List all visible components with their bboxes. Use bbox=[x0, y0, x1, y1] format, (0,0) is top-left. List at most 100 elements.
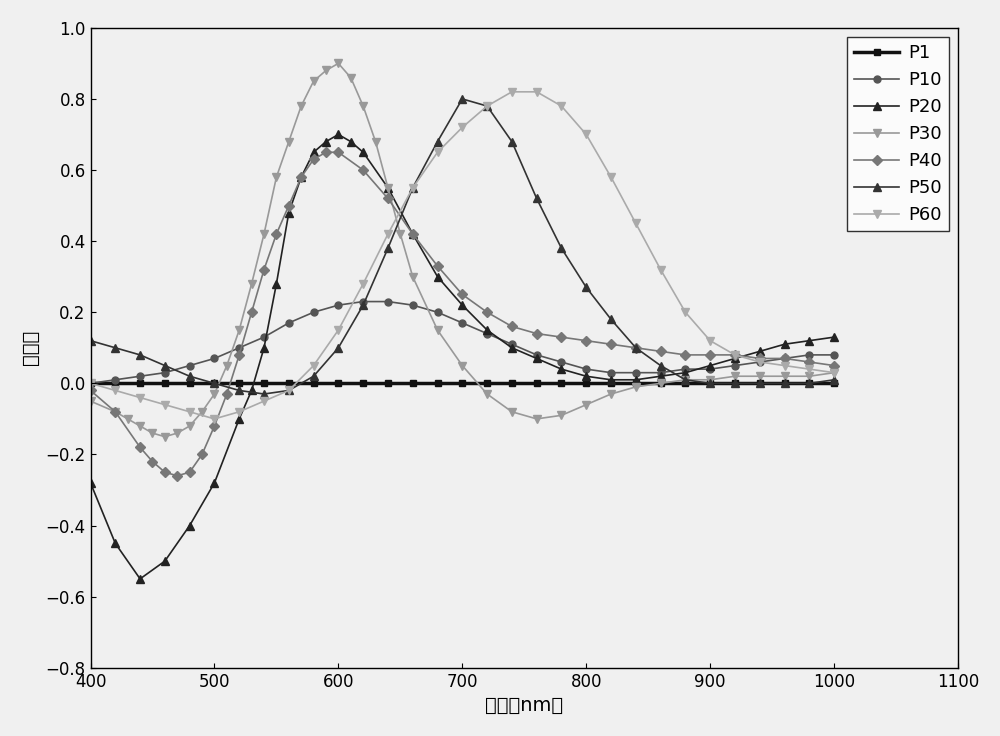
P1 bbox=[407, 379, 419, 388]
P40 bbox=[679, 350, 691, 359]
P10 bbox=[357, 297, 369, 306]
P20 bbox=[233, 414, 245, 423]
P30 bbox=[555, 411, 567, 420]
Legend: P1, P10, P20, P30, P40, P50, P60: P1, P10, P20, P30, P40, P50, P60 bbox=[847, 37, 949, 232]
P10 bbox=[85, 379, 97, 388]
P50 bbox=[506, 137, 518, 146]
Line: P50: P50 bbox=[86, 95, 838, 398]
Line: P60: P60 bbox=[86, 88, 838, 423]
P20 bbox=[382, 183, 394, 192]
P10 bbox=[655, 368, 667, 377]
P20 bbox=[332, 130, 344, 139]
P40 bbox=[233, 350, 245, 359]
P60 bbox=[184, 407, 196, 416]
P10 bbox=[803, 350, 815, 359]
P40 bbox=[134, 443, 146, 452]
P20 bbox=[345, 137, 357, 146]
P10 bbox=[382, 297, 394, 306]
P10 bbox=[407, 301, 419, 310]
Y-axis label: 偏振度: 偏振度 bbox=[21, 330, 40, 365]
P50 bbox=[729, 379, 741, 388]
P30 bbox=[382, 183, 394, 192]
P20 bbox=[803, 336, 815, 345]
P40 bbox=[295, 173, 307, 182]
P60 bbox=[233, 407, 245, 416]
P40 bbox=[196, 450, 208, 459]
P20 bbox=[555, 365, 567, 374]
P50 bbox=[655, 361, 667, 370]
P1 bbox=[481, 379, 493, 388]
P40 bbox=[382, 194, 394, 203]
P1 bbox=[85, 379, 97, 388]
P10 bbox=[208, 354, 220, 363]
P1 bbox=[506, 379, 518, 388]
P10 bbox=[729, 361, 741, 370]
P30 bbox=[122, 414, 134, 423]
P20 bbox=[258, 344, 270, 353]
P60 bbox=[679, 308, 691, 316]
P10 bbox=[159, 368, 171, 377]
P30 bbox=[283, 137, 295, 146]
P60 bbox=[580, 130, 592, 139]
P30 bbox=[679, 375, 691, 384]
P50 bbox=[258, 389, 270, 398]
P50 bbox=[308, 372, 320, 381]
P50 bbox=[704, 379, 716, 388]
P50 bbox=[109, 344, 121, 353]
P50 bbox=[531, 194, 543, 203]
P30 bbox=[258, 230, 270, 238]
P20 bbox=[308, 148, 320, 157]
P40 bbox=[729, 350, 741, 359]
P60 bbox=[208, 414, 220, 423]
P40 bbox=[432, 261, 444, 270]
P10 bbox=[332, 301, 344, 310]
P1 bbox=[555, 379, 567, 388]
P30 bbox=[246, 280, 258, 289]
P60 bbox=[308, 361, 320, 370]
P30 bbox=[295, 102, 307, 110]
P40 bbox=[580, 336, 592, 345]
P1 bbox=[432, 379, 444, 388]
P30 bbox=[729, 372, 741, 381]
P60 bbox=[506, 88, 518, 96]
P50 bbox=[803, 379, 815, 388]
P1 bbox=[357, 379, 369, 388]
P1 bbox=[704, 379, 716, 388]
P30 bbox=[332, 59, 344, 68]
P40 bbox=[555, 333, 567, 342]
P10 bbox=[308, 308, 320, 316]
P60 bbox=[803, 365, 815, 374]
P30 bbox=[233, 325, 245, 334]
P40 bbox=[531, 329, 543, 338]
P60 bbox=[555, 102, 567, 110]
P10 bbox=[704, 365, 716, 374]
P1 bbox=[456, 379, 468, 388]
P60 bbox=[456, 123, 468, 132]
P60 bbox=[357, 280, 369, 289]
P1 bbox=[729, 379, 741, 388]
P1 bbox=[233, 379, 245, 388]
P60 bbox=[655, 265, 667, 274]
P40 bbox=[208, 422, 220, 431]
P20 bbox=[679, 368, 691, 377]
P1 bbox=[159, 379, 171, 388]
P30 bbox=[308, 77, 320, 85]
P50 bbox=[332, 344, 344, 353]
Line: P20: P20 bbox=[86, 130, 838, 583]
P60 bbox=[159, 400, 171, 409]
P20 bbox=[320, 137, 332, 146]
P40 bbox=[270, 230, 282, 238]
P40 bbox=[171, 471, 183, 480]
P60 bbox=[531, 88, 543, 96]
Line: P1: P1 bbox=[87, 380, 838, 387]
P1 bbox=[308, 379, 320, 388]
P40 bbox=[85, 386, 97, 395]
P40 bbox=[221, 389, 233, 398]
P10 bbox=[531, 350, 543, 359]
Line: P10: P10 bbox=[87, 298, 838, 387]
P30 bbox=[828, 368, 840, 377]
P40 bbox=[754, 354, 766, 363]
P1 bbox=[580, 379, 592, 388]
P20 bbox=[357, 148, 369, 157]
P1 bbox=[655, 379, 667, 388]
